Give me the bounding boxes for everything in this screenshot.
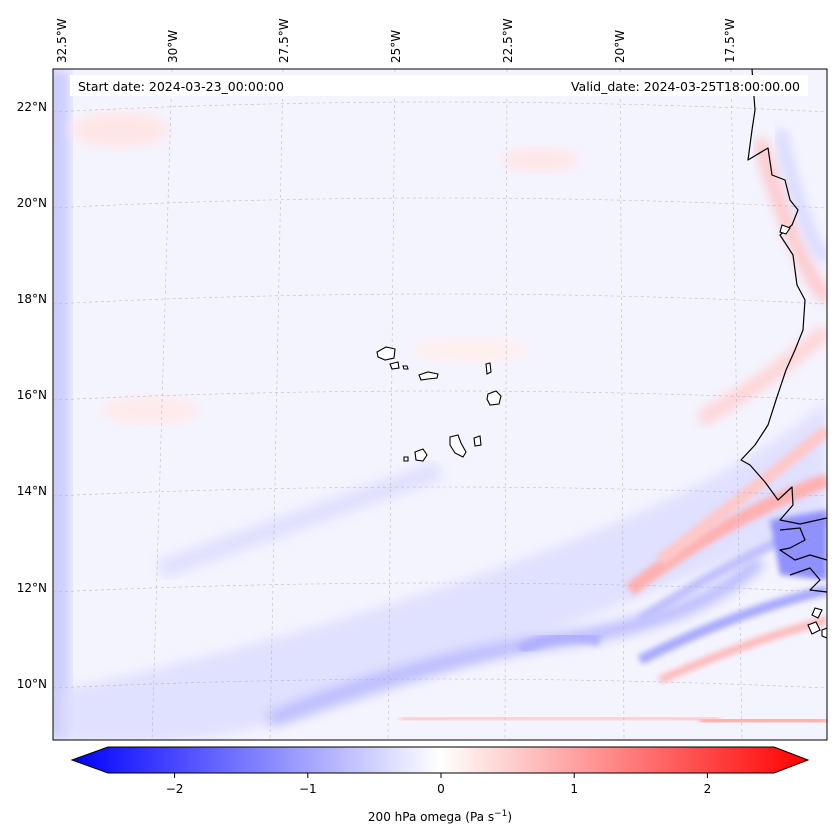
colorbar-tick-label: 2 xyxy=(704,782,712,796)
graticule xyxy=(53,69,827,740)
island-brava xyxy=(403,456,409,462)
island-boa-vista xyxy=(486,390,502,406)
island-sao-vicente xyxy=(389,361,400,370)
colorbar-label: 200 hPa omega (Pa s−1) xyxy=(368,809,512,824)
africa-coastline xyxy=(740,69,827,525)
colorbar: −2 −1 0 1 2 200 hPa omega (Pa s−1) xyxy=(70,746,810,824)
island-fogo xyxy=(414,448,428,462)
lat-label-22n: 22°N xyxy=(17,100,47,114)
colorbar-tick-label: −1 xyxy=(299,782,317,796)
lat-label-12n: 12°N xyxy=(17,581,47,595)
colorbar-tick-label: 1 xyxy=(570,782,578,796)
longitude-labels: 32.5°W 30°W 27.5°W 25°W 22.5°W 20°W 17.5… xyxy=(55,18,737,63)
lat-label-20n: 20°N xyxy=(17,196,47,210)
island-santiago xyxy=(449,434,467,458)
lon-label-20w: 20°W xyxy=(613,30,627,63)
lat-label-10n: 10°N xyxy=(17,677,47,691)
island-sal xyxy=(485,362,492,375)
date-stamp-box xyxy=(70,75,808,96)
lon-label-32-5w: 32.5°W xyxy=(55,18,69,63)
latitude-labels: 22°N 20°N 18°N 16°N 14°N 12°N 10°N xyxy=(17,100,47,691)
lon-label-17-5w: 17.5°W xyxy=(723,18,737,63)
valid-date-label: Valid_date: 2024-03-25T18:00:00.00 xyxy=(571,79,800,94)
lon-label-30w: 30°W xyxy=(166,30,180,63)
map-panel: Start date: 2024-03-23_00:00:00 Valid_da… xyxy=(52,68,828,741)
lon-label-27-5w: 27.5°W xyxy=(277,18,291,63)
lat-label-14n: 14°N xyxy=(17,484,47,498)
lon-label-22-5w: 22.5°W xyxy=(501,18,515,63)
lon-label-25w: 25°W xyxy=(389,30,403,63)
colorbar-tick-label: −2 xyxy=(166,782,184,796)
island-sao-nicolau xyxy=(418,371,439,381)
colorbar-ticks: −2 −1 0 1 2 xyxy=(166,773,711,796)
colorbar-gradient xyxy=(70,746,810,774)
island-santo-antao xyxy=(376,346,396,361)
start-date-label: Start date: 2024-03-23_00:00:00 xyxy=(78,79,284,94)
colorbar-tick-label: 0 xyxy=(437,782,445,796)
omega-field xyxy=(53,69,827,740)
lat-label-18n: 18°N xyxy=(17,292,47,306)
lat-label-16n: 16°N xyxy=(17,388,47,402)
island-santa-luzia xyxy=(402,365,409,370)
map-frame xyxy=(52,68,828,741)
island-maio xyxy=(473,435,482,447)
cape-verde-islands xyxy=(376,346,502,462)
